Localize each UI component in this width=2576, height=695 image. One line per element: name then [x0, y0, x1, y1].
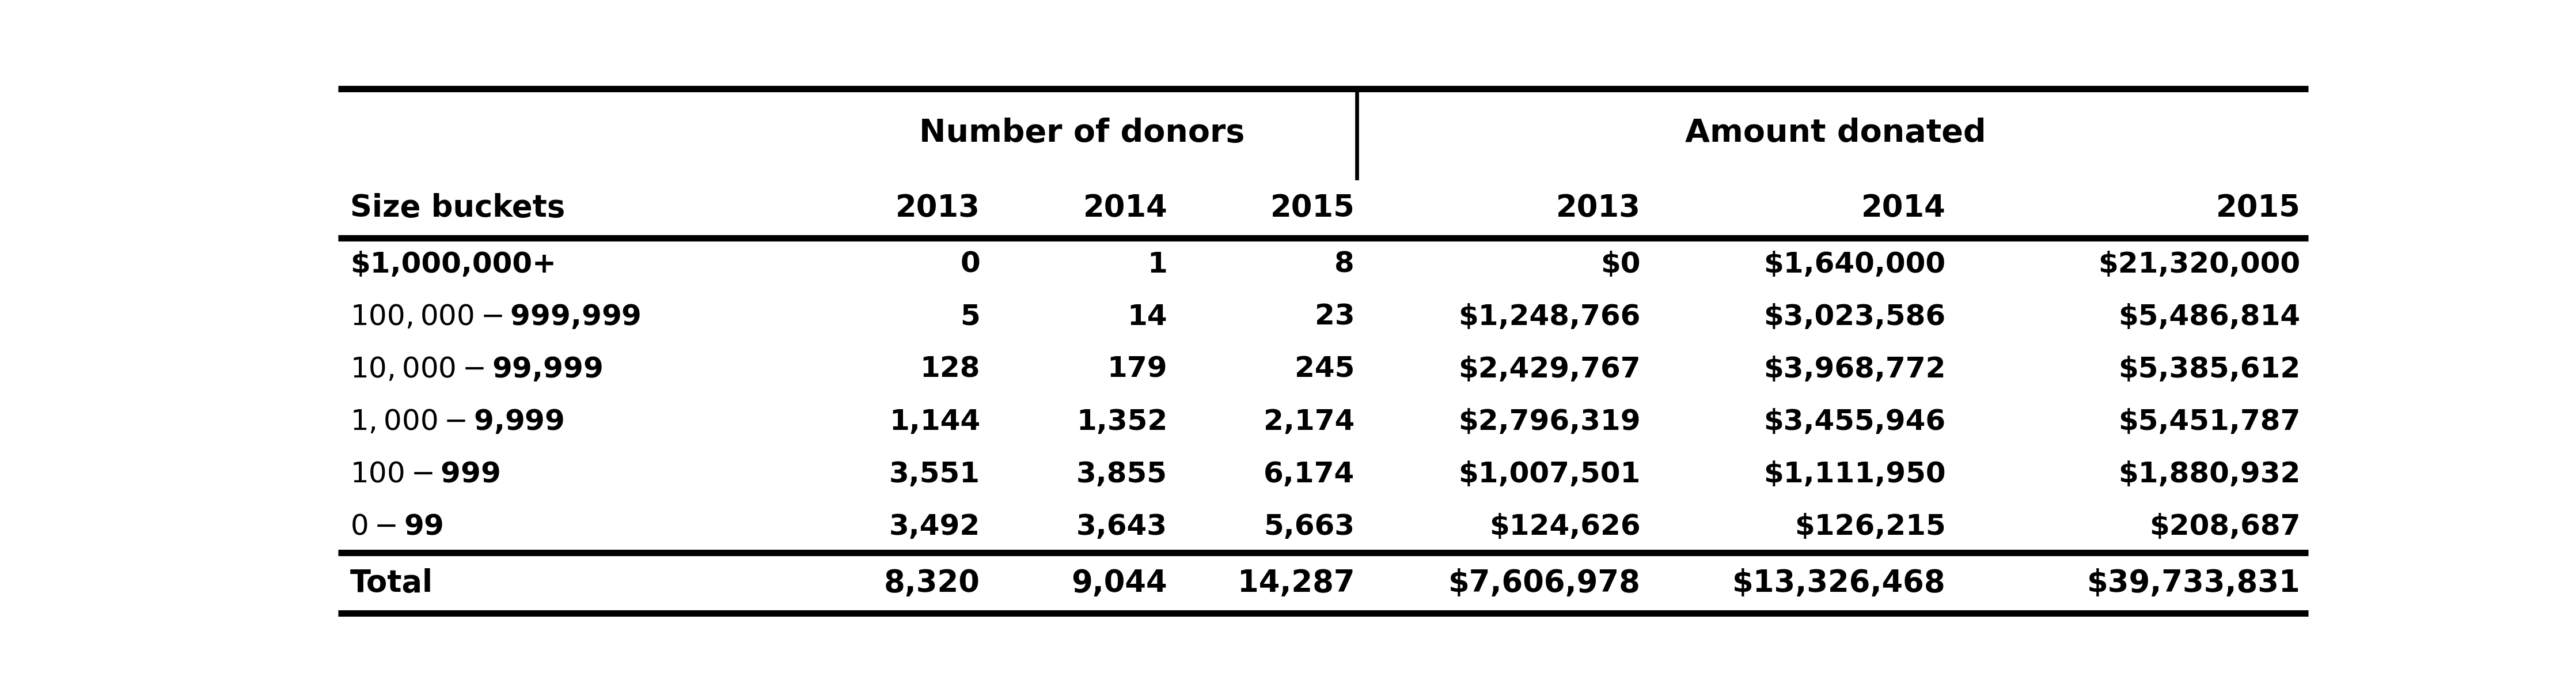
Text: 2015: 2015	[1270, 193, 1355, 223]
Text: 14,287: 14,287	[1236, 568, 1355, 598]
Text: 5,663: 5,663	[1265, 513, 1355, 541]
Text: 14: 14	[1128, 303, 1167, 331]
Text: 1,144: 1,144	[889, 408, 981, 436]
Text: $13,326,468: $13,326,468	[1731, 568, 1945, 598]
Text: 6,174: 6,174	[1262, 460, 1355, 488]
Text: $5,385,612: $5,385,612	[2117, 356, 2300, 383]
Text: 3,551: 3,551	[889, 460, 981, 488]
Text: 1: 1	[1146, 251, 1167, 278]
Text: 128: 128	[920, 356, 981, 383]
Text: 2013: 2013	[896, 193, 981, 223]
Text: $10,000 - $99,999: $10,000 - $99,999	[350, 356, 603, 383]
Text: $21,320,000: $21,320,000	[2099, 251, 2300, 278]
Text: 2014: 2014	[1082, 193, 1167, 223]
Text: $126,215: $126,215	[1795, 513, 1945, 541]
Text: 5: 5	[961, 303, 981, 331]
Text: $3,968,772: $3,968,772	[1765, 356, 1945, 383]
Text: $7,606,978: $7,606,978	[1448, 568, 1641, 598]
Text: 3,643: 3,643	[1077, 513, 1167, 541]
Text: $100 - $999: $100 - $999	[350, 460, 500, 488]
Text: $1,111,950: $1,111,950	[1765, 460, 1945, 488]
Text: 3,855: 3,855	[1077, 460, 1167, 488]
Text: $1,248,766: $1,248,766	[1458, 303, 1641, 331]
Text: 0: 0	[961, 251, 981, 278]
Text: $100,000 - $999,999: $100,000 - $999,999	[350, 303, 641, 331]
Text: Size buckets: Size buckets	[350, 193, 564, 223]
Text: 8: 8	[1334, 251, 1355, 278]
Text: $1,880,932: $1,880,932	[2117, 460, 2300, 488]
Text: 23: 23	[1314, 303, 1355, 331]
Text: 1,352: 1,352	[1077, 408, 1167, 436]
Text: $124,626: $124,626	[1489, 513, 1641, 541]
Text: $3,023,586: $3,023,586	[1765, 303, 1945, 331]
Text: $3,455,946: $3,455,946	[1765, 408, 1945, 436]
Text: 2,174: 2,174	[1262, 408, 1355, 436]
Text: 3,492: 3,492	[889, 513, 981, 541]
Text: $1,640,000: $1,640,000	[1765, 251, 1945, 278]
Text: 2015: 2015	[2215, 193, 2300, 223]
Text: Number of donors: Number of donors	[920, 117, 1244, 149]
Text: $2,796,319: $2,796,319	[1458, 408, 1641, 436]
Text: $1,007,501: $1,007,501	[1458, 460, 1641, 488]
Text: $2,429,767: $2,429,767	[1458, 356, 1641, 383]
Text: 8,320: 8,320	[884, 568, 981, 598]
Text: 245: 245	[1296, 356, 1355, 383]
Text: $1,000,000+: $1,000,000+	[350, 251, 556, 278]
Text: $5,486,814: $5,486,814	[2117, 303, 2300, 331]
Text: $0 - $99: $0 - $99	[350, 513, 443, 541]
Text: Total: Total	[350, 568, 433, 598]
Text: $5,451,787: $5,451,787	[2117, 408, 2300, 436]
Text: 9,044: 9,044	[1072, 568, 1167, 598]
Text: $1,000 - $9,999: $1,000 - $9,999	[350, 408, 564, 436]
Text: 2013: 2013	[1556, 193, 1641, 223]
Text: $208,687: $208,687	[2148, 513, 2300, 541]
Text: 179: 179	[1108, 356, 1167, 383]
Text: $39,733,831: $39,733,831	[2087, 568, 2300, 598]
Text: $0: $0	[1600, 251, 1641, 278]
Text: Amount donated: Amount donated	[1685, 117, 1986, 149]
Text: 2014: 2014	[1862, 193, 1945, 223]
